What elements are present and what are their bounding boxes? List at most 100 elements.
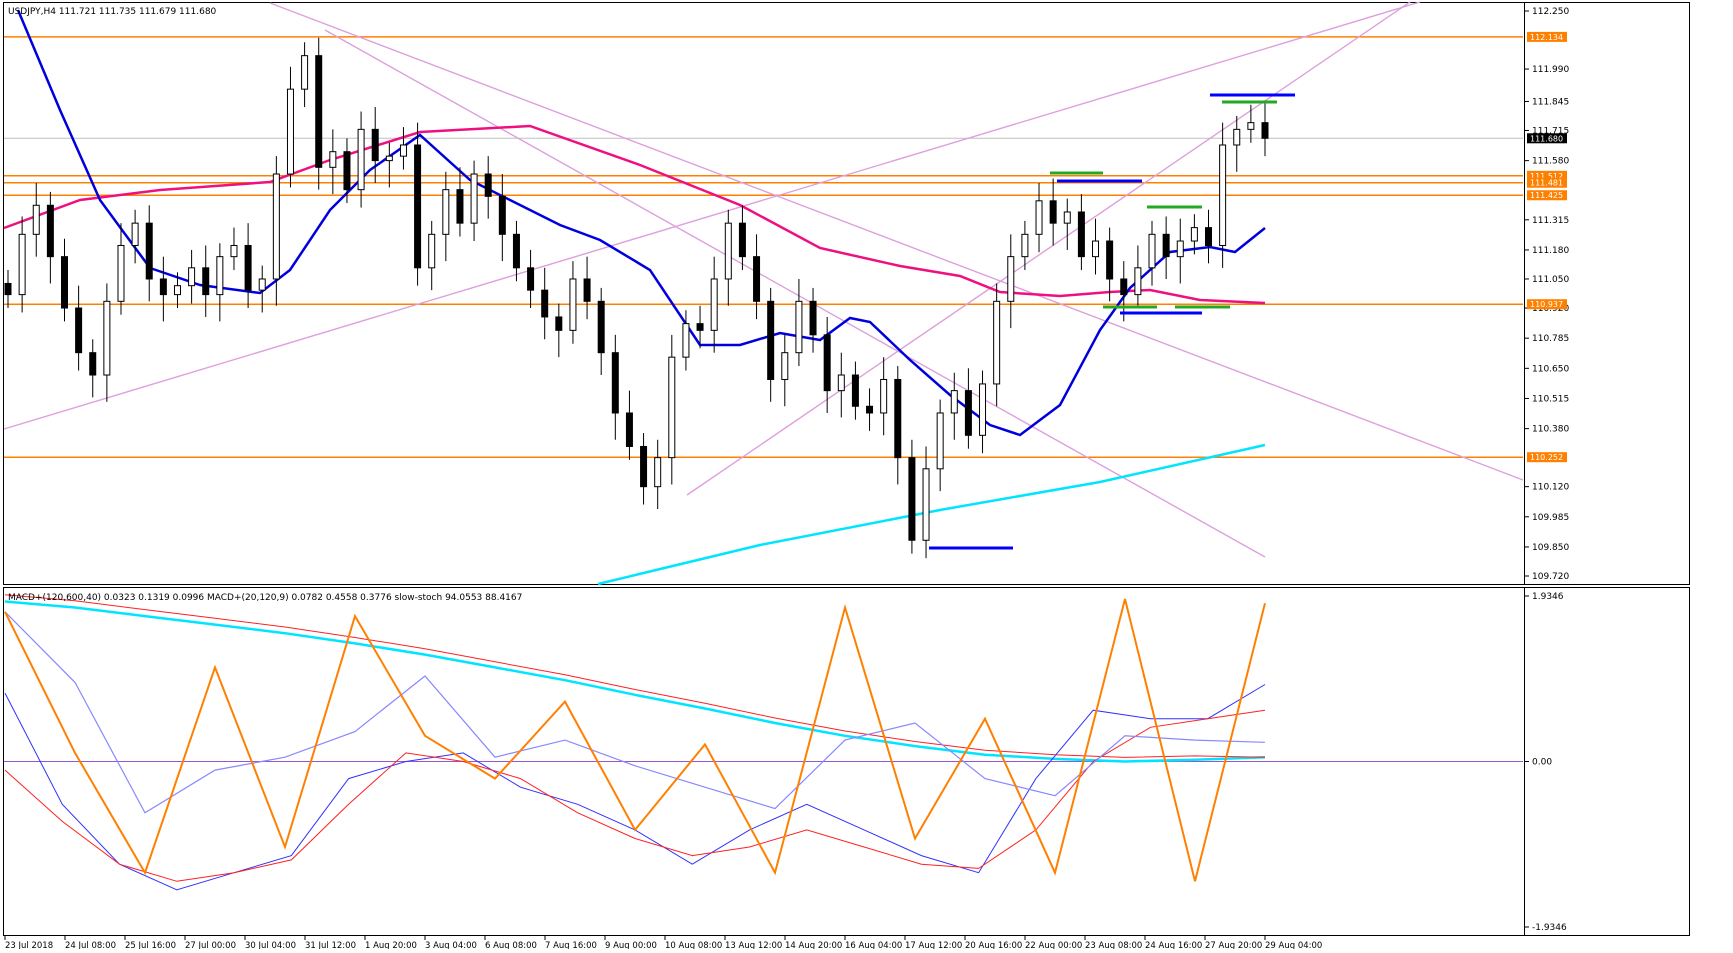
bearish-candle[interactable]: [484, 173, 492, 197]
bullish-candle[interactable]: [18, 233, 26, 296]
bullish-candle[interactable]: [286, 88, 294, 175]
bearish-candle[interactable]: [597, 300, 605, 354]
bullish-candle[interactable]: [654, 457, 662, 488]
bearish-candle[interactable]: [964, 390, 972, 436]
bearish-candle[interactable]: [498, 195, 506, 235]
bullish-candle[interactable]: [131, 222, 139, 246]
bearish-candle[interactable]: [1162, 233, 1170, 258]
bullish-candle[interactable]: [710, 278, 718, 331]
bullish-candle[interactable]: [936, 412, 944, 470]
bullish-candle[interactable]: [795, 300, 803, 354]
bearish-candle[interactable]: [60, 256, 68, 309]
bearish-candle[interactable]: [414, 144, 422, 269]
bearish-candle[interactable]: [371, 128, 379, 162]
bullish-candle[interactable]: [1148, 233, 1156, 269]
bearish-candle[interactable]: [1120, 278, 1128, 296]
bearish-candle[interactable]: [75, 307, 83, 354]
bearish-candle[interactable]: [145, 222, 153, 280]
trendline[interactable]: [269, 2, 1524, 481]
bullish-candle[interactable]: [724, 222, 732, 280]
bearish-candle[interactable]: [1077, 211, 1085, 258]
bearish-candle[interactable]: [1261, 122, 1269, 139]
trendline[interactable]: [686, 1, 1411, 496]
bullish-candle[interactable]: [781, 352, 789, 380]
bullish-candle[interactable]: [993, 300, 1001, 385]
bullish-candle[interactable]: [272, 173, 280, 280]
bullish-candle[interactable]: [258, 278, 266, 291]
bullish-candle[interactable]: [1134, 267, 1142, 296]
bearish-candle[interactable]: [767, 300, 775, 380]
bullish-candle[interactable]: [1247, 122, 1255, 130]
bearish-candle[interactable]: [527, 267, 535, 291]
bearish-candle[interactable]: [809, 300, 817, 336]
bullish-candle[interactable]: [216, 256, 224, 296]
bullish-candle[interactable]: [569, 278, 577, 331]
bearish-candle[interactable]: [512, 233, 520, 269]
bearish-candle[interactable]: [202, 267, 210, 296]
level-price-tag: [1527, 190, 1567, 201]
bullish-candle[interactable]: [103, 300, 111, 376]
bearish-candle[interactable]: [753, 256, 761, 302]
bullish-candle[interactable]: [1219, 144, 1227, 246]
bearish-candle[interactable]: [823, 334, 831, 392]
bullish-candle[interactable]: [979, 383, 987, 436]
bullish-candle[interactable]: [329, 151, 337, 168]
bullish-candle[interactable]: [668, 356, 676, 459]
bearish-candle[interactable]: [244, 244, 252, 291]
bearish-candle[interactable]: [541, 289, 549, 318]
bearish-candle[interactable]: [89, 352, 97, 376]
bullish-candle[interactable]: [188, 267, 196, 287]
bearish-candle[interactable]: [611, 352, 619, 414]
bullish-candle[interactable]: [1035, 200, 1043, 235]
indicator-axis: 1.9346 0.00 -1.9346: [1524, 588, 1567, 935]
bullish-candle[interactable]: [1176, 240, 1184, 258]
bullish-candle[interactable]: [173, 285, 181, 296]
trendline[interactable]: [3, 1, 1421, 430]
bearish-candle[interactable]: [159, 278, 167, 296]
bearish-candle[interactable]: [640, 445, 648, 488]
bullish-candle[interactable]: [1063, 211, 1071, 224]
bullish-candle[interactable]: [301, 55, 309, 90]
bullish-candle[interactable]: [230, 244, 238, 258]
price-axis: 112.250 111.990 111.845 111.715 111.580 111.3…: [1524, 3, 1569, 584]
bullish-candle[interactable]: [1092, 240, 1100, 258]
bullish-candle[interactable]: [922, 468, 930, 541]
bullish-candle[interactable]: [1190, 227, 1198, 242]
bullish-candle[interactable]: [442, 189, 450, 235]
bullish-candle[interactable]: [32, 204, 40, 235]
bearish-candle[interactable]: [343, 151, 351, 191]
bearish-candle[interactable]: [866, 405, 874, 414]
bullish-candle[interactable]: [470, 173, 478, 224]
bearish-candle[interactable]: [4, 282, 12, 296]
bearish-candle[interactable]: [46, 204, 54, 258]
bearish-candle[interactable]: [696, 323, 704, 331]
trendline[interactable]: [324, 29, 1266, 558]
bearish-candle[interactable]: [908, 457, 916, 541]
bullish-candle[interactable]: [880, 378, 888, 414]
bearish-candle[interactable]: [456, 189, 464, 224]
bullish-candle[interactable]: [837, 374, 845, 392]
bullish-candle[interactable]: [1007, 256, 1015, 302]
bearish-candle[interactable]: [315, 55, 323, 168]
bearish-candle[interactable]: [851, 374, 859, 407]
bearish-candle[interactable]: [583, 278, 591, 302]
bearish-candle[interactable]: [738, 222, 746, 258]
bullish-candle[interactable]: [682, 323, 690, 358]
bullish-candle[interactable]: [399, 144, 407, 157]
bullish-candle[interactable]: [428, 233, 436, 269]
bullish-candle[interactable]: [385, 155, 393, 162]
bearish-candle[interactable]: [555, 316, 563, 331]
bearish-candle[interactable]: [1106, 240, 1114, 280]
time-tick-label: 27 Aug 20:00: [1205, 941, 1262, 949]
price-tick-label: 109.985: [1532, 513, 1569, 523]
bullish-candle[interactable]: [950, 390, 958, 414]
bullish-candle[interactable]: [357, 128, 365, 191]
bearish-candle[interactable]: [1049, 200, 1057, 224]
bullish-candle[interactable]: [1233, 128, 1241, 146]
bearish-candle[interactable]: [1205, 227, 1213, 246]
bearish-candle[interactable]: [894, 378, 902, 459]
bearish-candle[interactable]: [625, 412, 633, 447]
bullish-candle[interactable]: [1021, 233, 1029, 258]
bullish-candle[interactable]: [117, 244, 125, 302]
